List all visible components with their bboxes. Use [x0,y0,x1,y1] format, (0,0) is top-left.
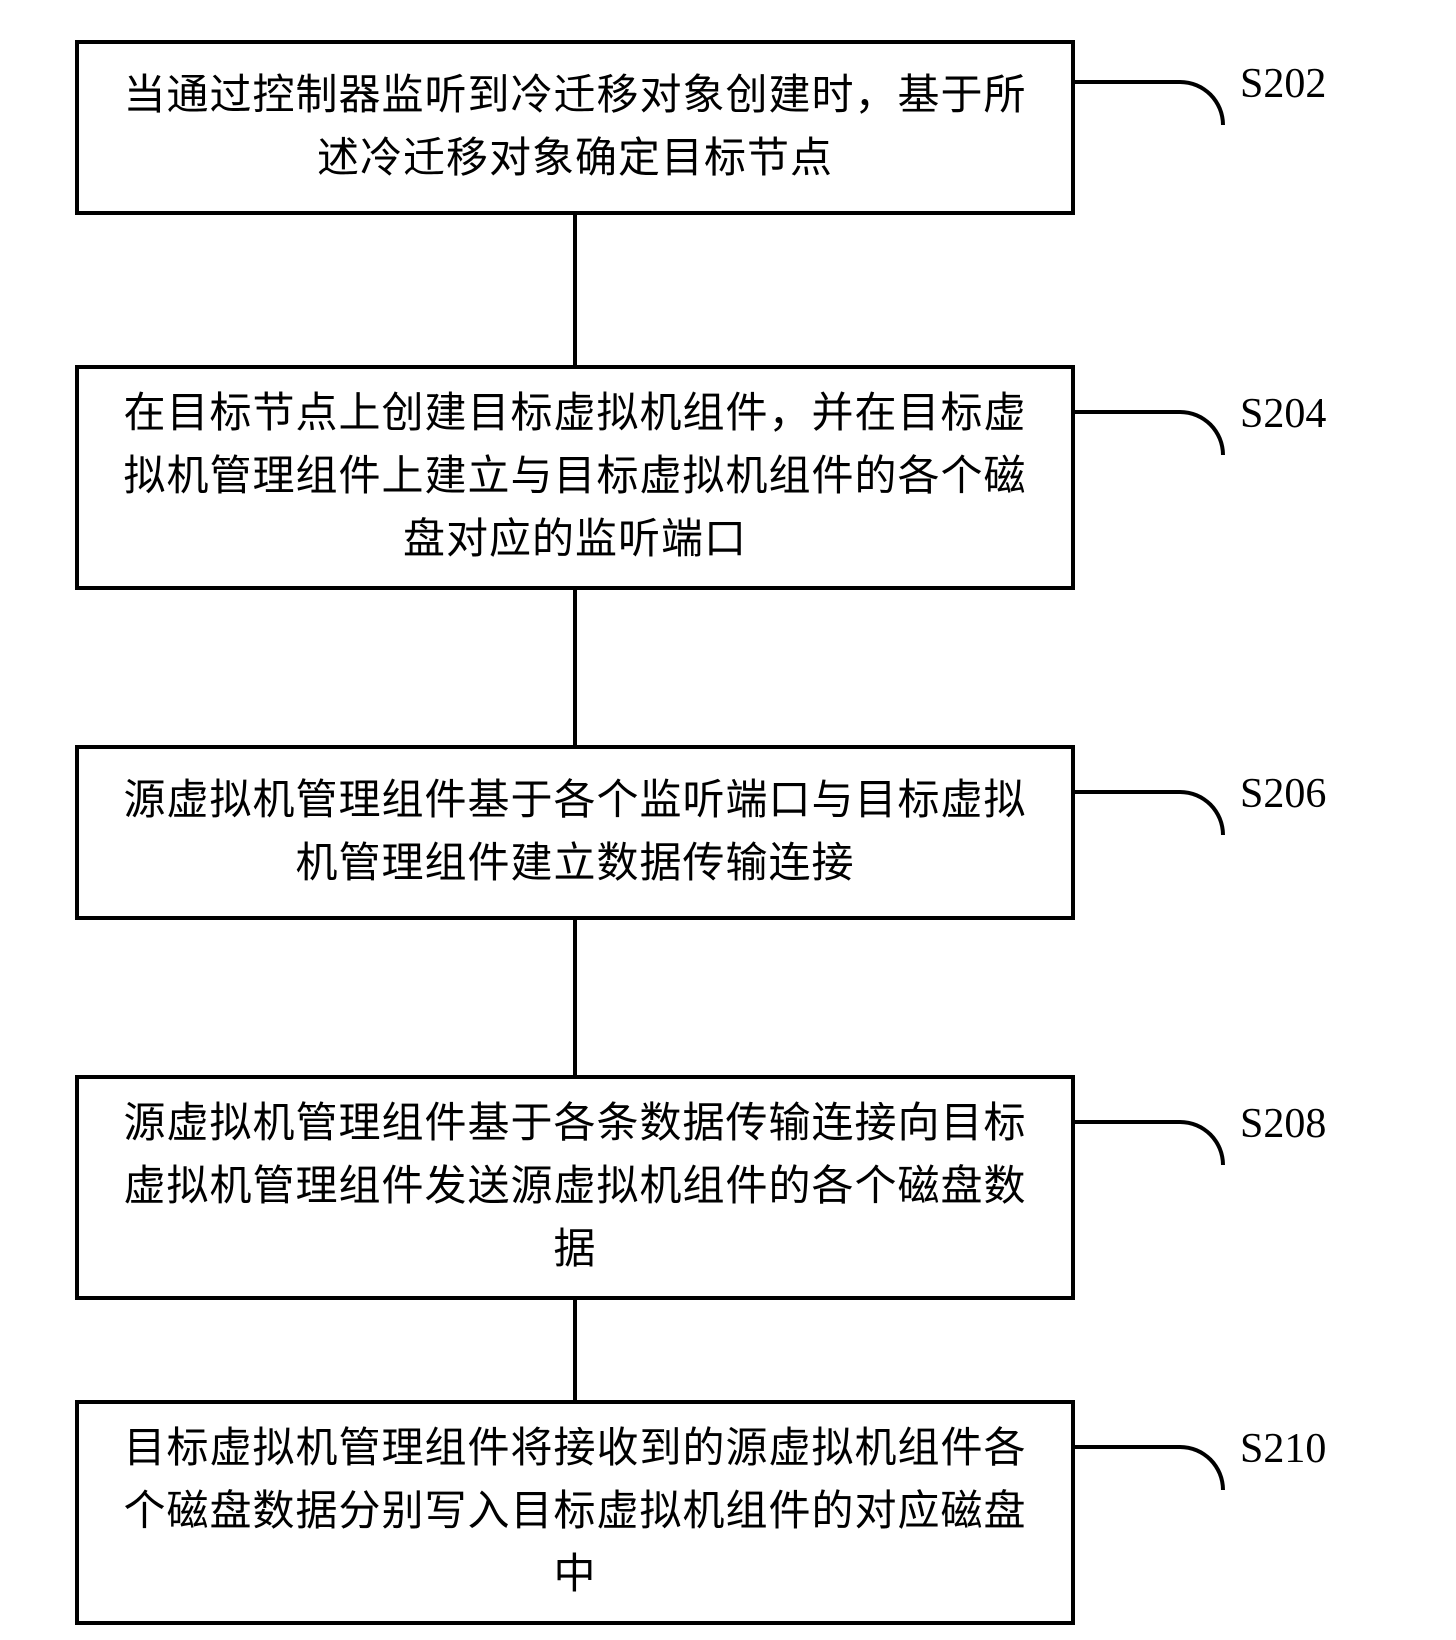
step-box-s202: 当通过控制器监听到冷迁移对象创建时，基于所述冷迁移对象确定目标节点 [75,40,1075,215]
step-label-s202: S202 [1240,60,1326,108]
label-connector-s206 [1075,790,1225,835]
step-text-s206: 源虚拟机管理组件基于各个监听端口与目标虚拟机管理组件建立数据传输连接 [109,770,1041,896]
connector-2 [573,590,577,745]
step-box-s208: 源虚拟机管理组件基于各条数据传输连接向目标虚拟机管理组件发送源虚拟机组件的各个磁… [75,1075,1075,1300]
step-label-s206: S206 [1240,770,1326,818]
flowchart-container: 当通过控制器监听到冷迁移对象创建时，基于所述冷迁移对象确定目标节点 S202 在… [0,0,1456,1640]
step-label-s204: S204 [1240,390,1326,438]
label-connector-s208 [1075,1120,1225,1165]
step-box-s206: 源虚拟机管理组件基于各个监听端口与目标虚拟机管理组件建立数据传输连接 [75,745,1075,920]
step-text-s202: 当通过控制器监听到冷迁移对象创建时，基于所述冷迁移对象确定目标节点 [109,65,1041,191]
step-label-s208: S208 [1240,1100,1326,1148]
step-label-s210: S210 [1240,1425,1326,1473]
step-text-s210: 目标虚拟机管理组件将接收到的源虚拟机组件各个磁盘数据分别写入目标虚拟机组件的对应… [109,1418,1041,1607]
step-box-s204: 在目标节点上创建目标虚拟机组件，并在目标虚拟机管理组件上建立与目标虚拟机组件的各… [75,365,1075,590]
label-connector-s202 [1075,80,1225,125]
label-connector-s204 [1075,410,1225,455]
connector-1 [573,215,577,365]
connector-4 [573,1300,577,1400]
label-connector-s210 [1075,1445,1225,1490]
step-text-s204: 在目标节点上创建目标虚拟机组件，并在目标虚拟机管理组件上建立与目标虚拟机组件的各… [109,383,1041,572]
connector-3 [573,920,577,1075]
step-text-s208: 源虚拟机管理组件基于各条数据传输连接向目标虚拟机管理组件发送源虚拟机组件的各个磁… [109,1093,1041,1282]
step-box-s210: 目标虚拟机管理组件将接收到的源虚拟机组件各个磁盘数据分别写入目标虚拟机组件的对应… [75,1400,1075,1625]
